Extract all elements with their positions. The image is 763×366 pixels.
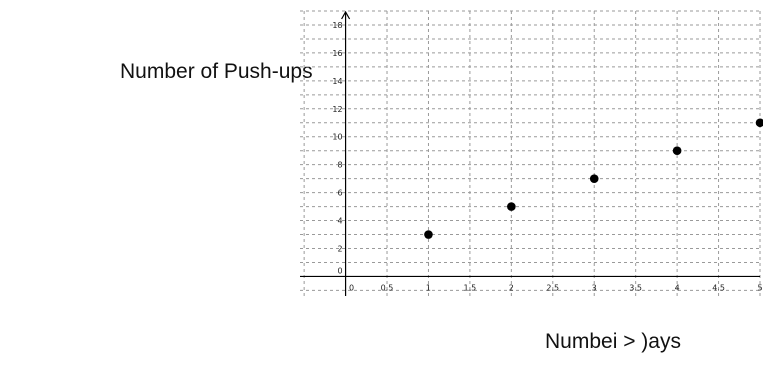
y-tick-label: 12	[332, 105, 342, 114]
y-tick-label: 10	[332, 133, 342, 142]
tick-labels: 0 0.5 1 1.5 2 2.5 3 3.5 4 4.5 5 0 2 4 6 8 10 12 14 16 18	[332, 21, 762, 292]
x-tick-label: 4	[675, 283, 680, 292]
x-tick-label: 3.5	[629, 283, 642, 292]
y-tick-label: 8	[337, 161, 342, 170]
axes	[300, 10, 760, 296]
data-points	[424, 118, 763, 239]
x-axis-label: Numbei > )ays	[545, 330, 681, 353]
data-point	[755, 118, 763, 128]
x-tick-label: 5	[757, 283, 762, 292]
y-tick-label: 0	[337, 266, 342, 275]
grid	[300, 10, 761, 296]
x-tick-label: 0	[349, 283, 354, 292]
y-tick-label: 14	[332, 77, 342, 86]
data-point	[589, 174, 599, 183]
y-tick-label: 18	[332, 21, 342, 30]
x-tick-label: 2	[509, 283, 514, 292]
data-point	[424, 230, 433, 239]
y-tick-label: 6	[337, 189, 342, 198]
x-tick-label: 2.5	[546, 283, 559, 292]
x-tick-label: 3	[592, 283, 597, 292]
x-tick-label: 1.5	[464, 283, 477, 292]
y-tick-label: 4	[337, 217, 342, 226]
y-axis-label: Number of Push-ups	[120, 60, 313, 83]
data-point	[507, 202, 516, 211]
y-tick-label: 16	[332, 49, 342, 58]
x-tick-label: 1	[426, 283, 431, 292]
y-axis-arrow	[341, 10, 351, 20]
y-tick-label: 2	[337, 245, 342, 254]
data-point	[672, 146, 682, 156]
x-tick-label: 4.5	[712, 283, 725, 292]
x-tick-label: 0.5	[381, 283, 394, 292]
